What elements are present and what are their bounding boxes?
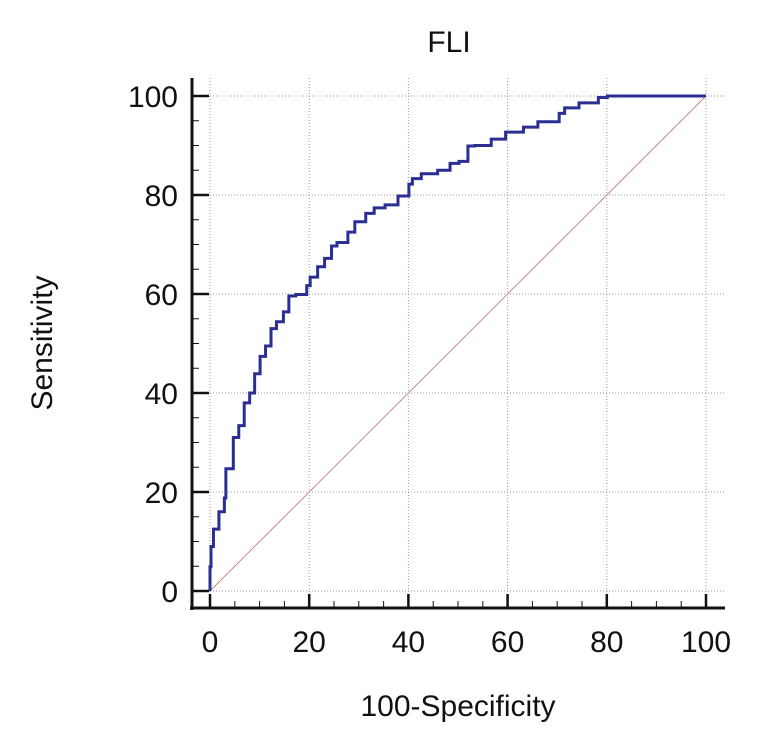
reference-line bbox=[209, 95, 707, 592]
y-tick-label: 60 bbox=[145, 279, 178, 312]
x-tick-label: 20 bbox=[293, 626, 326, 659]
axes: 0 20 40 60 80 100 0 20 40 60 80 100 bbox=[128, 78, 731, 659]
y-axis-label: Sensitivity bbox=[26, 275, 59, 410]
y-tick-label: 20 bbox=[145, 477, 178, 510]
y-tick-label: 0 bbox=[161, 576, 178, 609]
x-axis-label: 100-Specificity bbox=[360, 690, 555, 723]
x-tick-label: 0 bbox=[202, 626, 219, 659]
x-tick-label: 100 bbox=[681, 626, 731, 659]
y-tick-label: 100 bbox=[128, 81, 178, 114]
x-tick-label: 80 bbox=[590, 626, 623, 659]
y-tick-label: 40 bbox=[145, 378, 178, 411]
x-tick-label: 60 bbox=[491, 626, 524, 659]
roc-curve bbox=[208, 94, 706, 591]
chart-title: FLI bbox=[427, 26, 470, 59]
marks bbox=[208, 94, 707, 592]
x-tick-label: 40 bbox=[392, 626, 425, 659]
y-tick-label: 80 bbox=[145, 180, 178, 213]
